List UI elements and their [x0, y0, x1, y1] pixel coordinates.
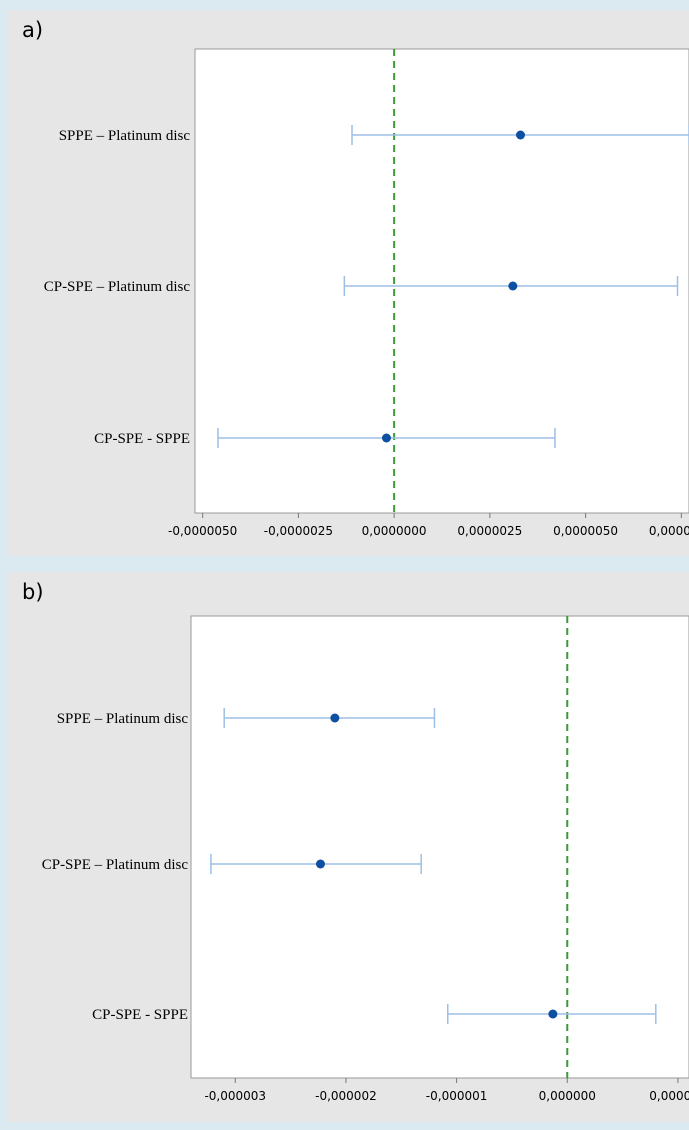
- chart-panel-b: b) -0,000003 -0,000002 -0,000001 0,000000 0,…: [8, 572, 689, 1122]
- category-label: CP-SPE - SPPE: [92, 1007, 188, 1023]
- x-tick-label: -0,0000025: [264, 524, 333, 538]
- x-tick-label: 0,0000025: [457, 524, 522, 538]
- estimate-point: [508, 281, 518, 291]
- chart-panel-a: a) -0,0000050 -0,0000025 0,0000000 0,000002…: [8, 10, 689, 556]
- plot-area: [194, 48, 689, 514]
- x-tick-label: 0,000001: [649, 1089, 689, 1103]
- x-tick-label: -0,000002: [315, 1089, 377, 1103]
- estimate-point: [330, 713, 340, 723]
- x-tick-label: 0,0000050: [553, 524, 618, 538]
- category-label: SPPE – Platinum disc: [59, 128, 191, 144]
- interval-plot-b: -0,000003 -0,000002 -0,000001 0,000000 0,000…: [42, 615, 689, 1103]
- x-tick-label: 0,0000000: [362, 524, 427, 538]
- estimate-point: [381, 433, 391, 443]
- panel-label: b): [22, 580, 44, 604]
- plot-area: [190, 615, 689, 1079]
- x-tick-label: -0,000001: [426, 1089, 488, 1103]
- category-label: CP-SPE – Platinum disc: [44, 279, 191, 295]
- x-tick-label: 0,0000075: [649, 524, 689, 538]
- x-tick-label: 0,000000: [539, 1089, 596, 1103]
- estimate-point: [548, 1009, 558, 1019]
- interval-plot-a: -0,0000050 -0,0000025 0,0000000 0,0000025 0,…: [44, 48, 689, 538]
- category-label: SPPE – Platinum disc: [57, 711, 189, 727]
- x-tick-label: -0,000003: [204, 1089, 266, 1103]
- panel-label: a): [22, 18, 44, 42]
- category-label: CP-SPE - SPPE: [94, 431, 190, 447]
- estimate-point: [315, 859, 325, 869]
- category-label: CP-SPE – Platinum disc: [42, 857, 189, 873]
- estimate-point: [516, 130, 526, 140]
- x-tick-label: -0,0000050: [168, 524, 237, 538]
